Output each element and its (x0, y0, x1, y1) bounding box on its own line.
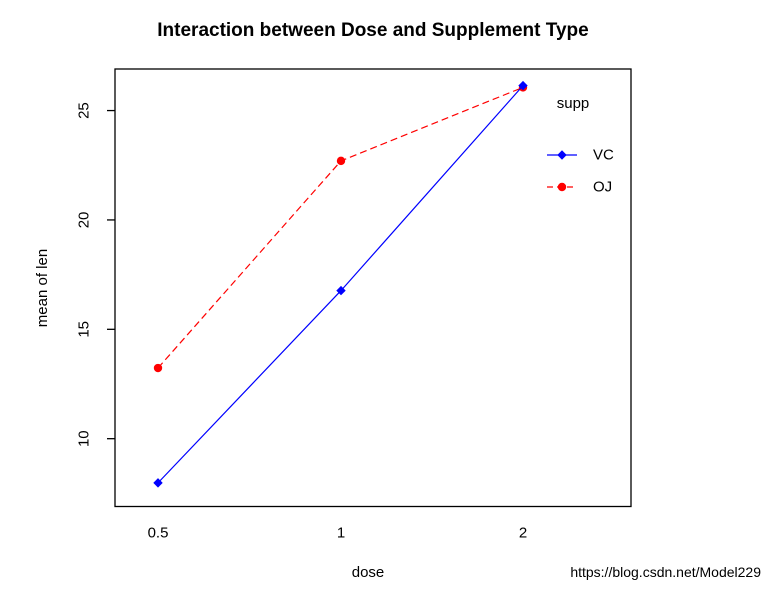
data-point-OJ (557, 182, 567, 192)
y-axis: 10 15 20 25 (76, 102, 115, 447)
plot-frame-box (114, 68, 632, 508)
y-tick-label: 20 (76, 212, 93, 229)
x-axis: 0.5 1 2 (148, 525, 528, 542)
legend-label-OJ: OJ (593, 179, 612, 196)
y-tick-label: 10 (76, 430, 93, 447)
y-tick-label: 15 (76, 321, 93, 338)
data-point-VC (557, 150, 567, 160)
legend-entry-VC: VC (547, 147, 614, 164)
y-tick-label: 25 (76, 102, 93, 119)
chart-title: Interaction between Dose and Supplement … (157, 20, 588, 41)
y-axis-title: mean of len (34, 249, 51, 327)
legend: VC OJ (547, 147, 614, 196)
data-point-VC (153, 478, 163, 488)
data-point-VC (518, 80, 528, 91)
x-tick-label: 0.5 (148, 525, 169, 542)
legend-title: supp (557, 95, 590, 112)
series-OJ (153, 83, 528, 373)
series-line-VC (157, 85, 524, 484)
legend-entry-OJ: OJ (547, 179, 612, 196)
data-series (153, 80, 528, 488)
x-tick-label: 1 (337, 525, 345, 542)
series-VC (153, 80, 528, 488)
data-point-OJ (336, 156, 346, 166)
x-axis-title: dose (352, 564, 385, 581)
data-point-VC (336, 285, 346, 296)
watermark-text: https://blog.csdn.net/Model229 (570, 564, 761, 580)
legend-label-VC: VC (593, 147, 614, 164)
series-line-OJ (157, 86, 524, 369)
x-tick-label: 2 (519, 525, 527, 542)
data-point-OJ (153, 363, 163, 373)
